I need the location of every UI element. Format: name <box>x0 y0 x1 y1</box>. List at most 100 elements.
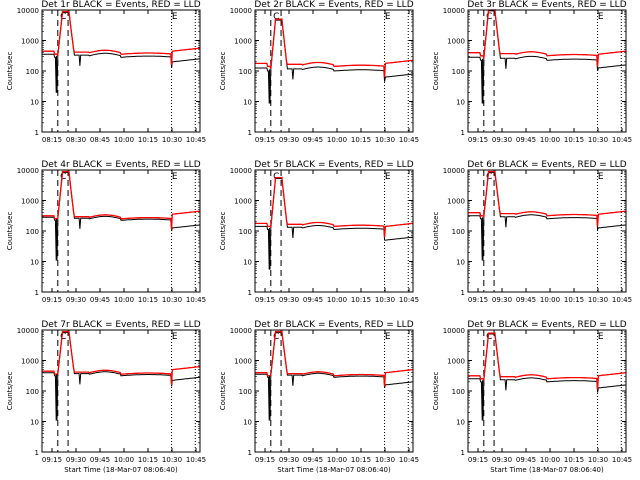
x-tick-label: 08:45 <box>90 136 110 144</box>
x-tick-label: 10:00 <box>327 136 347 144</box>
x-tick-label: 09:30 <box>66 456 86 464</box>
plot-frame <box>254 329 414 453</box>
x-tick-label: 09:45 <box>90 456 110 464</box>
y-tick-label: 1000 <box>21 198 39 206</box>
y-tick-label: 1000 <box>21 358 39 366</box>
marker-label-c: C <box>273 12 279 22</box>
marker-label-e: E <box>385 332 391 342</box>
y-tick-label: 100 <box>26 228 39 236</box>
plot-frame <box>254 169 414 293</box>
y-tick-label: 10 <box>456 99 465 107</box>
x-tick-label: 09:30 <box>492 456 512 464</box>
x-tick-label: 09:15 <box>468 136 488 144</box>
y-tick-label: 10 <box>243 259 252 267</box>
y-tick-label: 10000 <box>443 167 465 175</box>
chart-panel-6: Det 6r BLACK = Events, RED = LLD Counts/s… <box>432 160 632 304</box>
y-tick-label: 1000 <box>234 358 252 366</box>
chart-panel-1: Det 1r BLACK = Events, RED = LLD Counts/s… <box>6 0 206 144</box>
y-tick-label: 100 <box>239 388 252 396</box>
chart-panel-3: Det 3r BLACK = Events, RED = LLD Counts/s… <box>432 0 632 144</box>
y-axis-label: Counts/sec <box>432 372 440 411</box>
y-tick-label: 100 <box>239 228 252 236</box>
chart-title: Det 8r BLACK = Events, RED = LLD <box>254 320 413 330</box>
plot-frame <box>41 329 201 453</box>
chart-panel-9: Det 9r BLACK = Events, RED = LLD Counts/s… <box>432 320 632 474</box>
x-tick-label: 10:45 <box>186 296 206 304</box>
x-tick-label: 10:15 <box>564 456 584 464</box>
y-tick-label: 10 <box>456 259 465 267</box>
y-tick-label: 10 <box>30 259 39 267</box>
y-tick-label: 1 <box>35 449 39 457</box>
x-axis-label: Start Time (18-Mar-07 08:06:40) <box>64 466 178 474</box>
x-tick-label: 10:45 <box>186 136 206 144</box>
x-tick-label: 10:15 <box>351 136 371 144</box>
x-tick-label: 09:30 <box>279 296 299 304</box>
series-line-events <box>468 331 627 421</box>
x-tick-label: 09:15 <box>468 456 488 464</box>
x-tick-label: 10:00 <box>114 296 134 304</box>
x-tick-label: 10:45 <box>186 456 206 464</box>
y-tick-label: 10 <box>243 419 252 427</box>
x-tick-label: 10:15 <box>138 136 158 144</box>
x-tick-label: 10:30 <box>162 296 182 304</box>
x-tick-label: 09:45 <box>303 136 323 144</box>
chart-title: Det 6r BLACK = Events, RED = LLD <box>467 160 626 170</box>
x-tick-label: 10:00 <box>540 456 560 464</box>
y-tick-label: 100 <box>26 68 39 76</box>
x-tick-label: 09:45 <box>516 136 536 144</box>
series-line-events <box>42 330 201 421</box>
x-tick-label: 10:30 <box>162 136 182 144</box>
series-line-lld <box>468 170 627 227</box>
y-tick-label: 10 <box>456 419 465 427</box>
y-tick-label: 1 <box>248 129 252 137</box>
x-tick-label: 09:45 <box>516 296 536 304</box>
y-tick-label: 1 <box>461 129 465 137</box>
x-tick-label: 10:30 <box>375 296 395 304</box>
chart-title: Det 3r BLACK = Events, RED = LLD <box>467 0 626 10</box>
y-tick-label: 1000 <box>447 198 465 206</box>
x-tick-label: 09:15 <box>255 296 275 304</box>
x-tick-label: 10:00 <box>327 296 347 304</box>
marker-label-c: C <box>60 172 66 182</box>
marker-label-e: E <box>172 172 178 182</box>
x-tick-label: 10:45 <box>612 456 632 464</box>
x-tick-label: 09:30 <box>279 136 299 144</box>
y-tick-label: 100 <box>452 68 465 76</box>
x-tick-label: 09:15 <box>255 456 275 464</box>
x-tick-label: 09:30 <box>66 296 86 304</box>
y-axis-label: Counts/sec <box>6 52 14 91</box>
x-tick-label: 10:45 <box>399 136 419 144</box>
x-tick-label: 08:30 <box>66 136 86 144</box>
x-tick-label: 10:45 <box>612 296 632 304</box>
x-tick-label: 10:00 <box>327 456 347 464</box>
x-tick-label: 10:15 <box>138 296 158 304</box>
plot-frame <box>41 9 201 133</box>
chart-title: Det 7r BLACK = Events, RED = LLD <box>41 320 200 330</box>
y-tick-label: 100 <box>239 68 252 76</box>
plot-frame <box>41 169 201 293</box>
marker-label-c: C <box>60 12 66 22</box>
series-line-lld <box>255 18 414 78</box>
x-tick-label: 09:45 <box>90 296 110 304</box>
y-tick-label: 1000 <box>234 38 252 46</box>
y-tick-label: 10 <box>30 419 39 427</box>
series-line-lld <box>255 330 414 387</box>
series-line-events <box>255 176 414 270</box>
x-tick-label: 10:00 <box>540 136 560 144</box>
chart-panel-7: Det 7r BLACK = Events, RED = LLD Counts/s… <box>6 320 206 474</box>
chart-panel-8: Det 8r BLACK = Events, RED = LLD Counts/s… <box>219 320 419 474</box>
y-tick-label: 1 <box>461 289 465 297</box>
marker-label-e: E <box>598 332 604 342</box>
x-tick-label: 10:45 <box>612 136 632 144</box>
plot-frame <box>467 329 627 453</box>
chart-title: Det 4r BLACK = Events, RED = LLD <box>41 160 200 170</box>
x-tick-label: 10:15 <box>138 456 158 464</box>
y-tick-label: 10000 <box>230 167 252 175</box>
y-axis-label: Counts/sec <box>6 372 14 411</box>
series-line-events <box>42 170 201 261</box>
marker-label-e: E <box>598 172 604 182</box>
y-axis-label: Counts/sec <box>219 52 227 91</box>
y-tick-label: 1000 <box>234 198 252 206</box>
x-tick-label: 09:15 <box>255 136 275 144</box>
y-tick-label: 10000 <box>17 7 39 15</box>
